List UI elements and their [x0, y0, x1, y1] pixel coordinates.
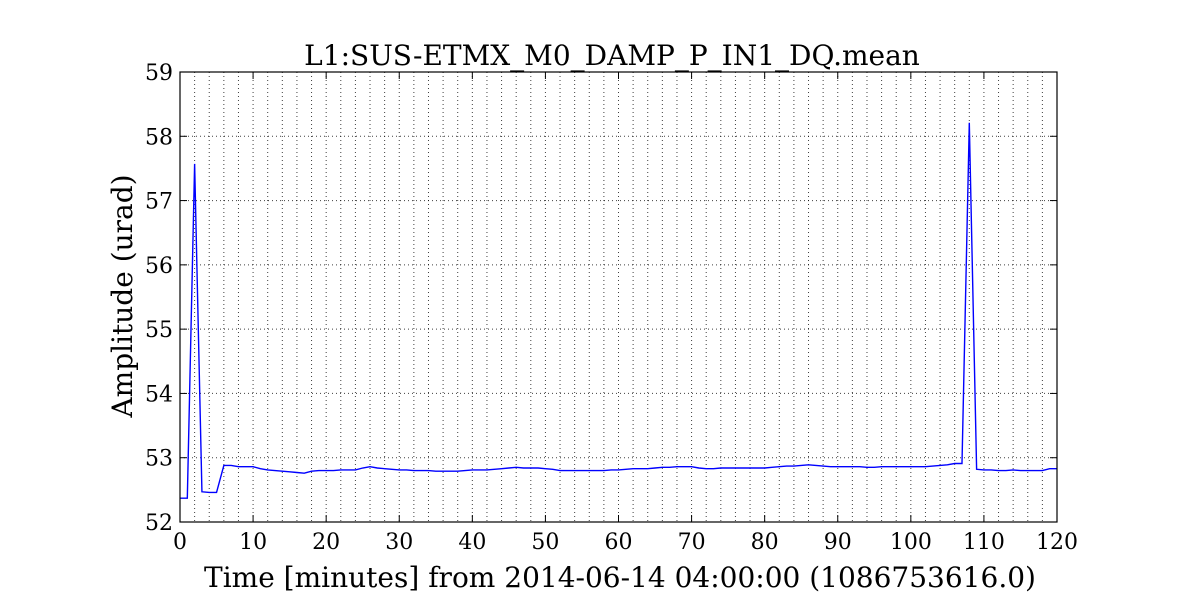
y-axis-label: Amplitude (urad) [106, 174, 139, 418]
chart-title: L1:SUS-ETMX_M0_DAMP_P_IN1_DQ.mean [304, 39, 920, 72]
x-tick-label: 90 [824, 530, 852, 555]
x-tick-label: 20 [312, 530, 340, 555]
y-tick-label: 54 [145, 382, 173, 407]
y-tick-labels: 52 53 54 55 56 57 58 59 [145, 61, 173, 536]
y-tick-label: 58 [145, 125, 173, 150]
y-tick-label: 52 [145, 511, 173, 536]
x-tick-label: 80 [751, 530, 779, 555]
x-tick-label: 120 [1036, 530, 1078, 555]
series-line [180, 122, 1057, 499]
y-tick-label: 57 [145, 190, 173, 215]
y-tick-label: 55 [145, 318, 173, 343]
y-tick-label: 59 [145, 61, 173, 86]
x-tick-label: 50 [531, 530, 559, 555]
grid [180, 72, 1057, 522]
x-tick-label: 30 [385, 530, 413, 555]
x-axis-label: Time [minutes] from 2014-06-14 04:00:00 … [204, 561, 1036, 594]
x-tick-label: 10 [239, 530, 267, 555]
x-tick-label: 100 [890, 530, 932, 555]
series-layer [180, 122, 1057, 499]
x-tick-label: 110 [963, 530, 1005, 555]
y-tick-label: 53 [145, 447, 173, 472]
x-tick-label: 0 [173, 530, 187, 555]
x-tick-label: 60 [605, 530, 633, 555]
x-tick-label: 70 [678, 530, 706, 555]
x-tick-labels: 0 10 20 30 40 50 60 70 80 90 100 110 120 [173, 530, 1078, 555]
y-tick-label: 56 [145, 254, 173, 279]
x-tick-label: 40 [458, 530, 486, 555]
ticks [179, 71, 1058, 523]
